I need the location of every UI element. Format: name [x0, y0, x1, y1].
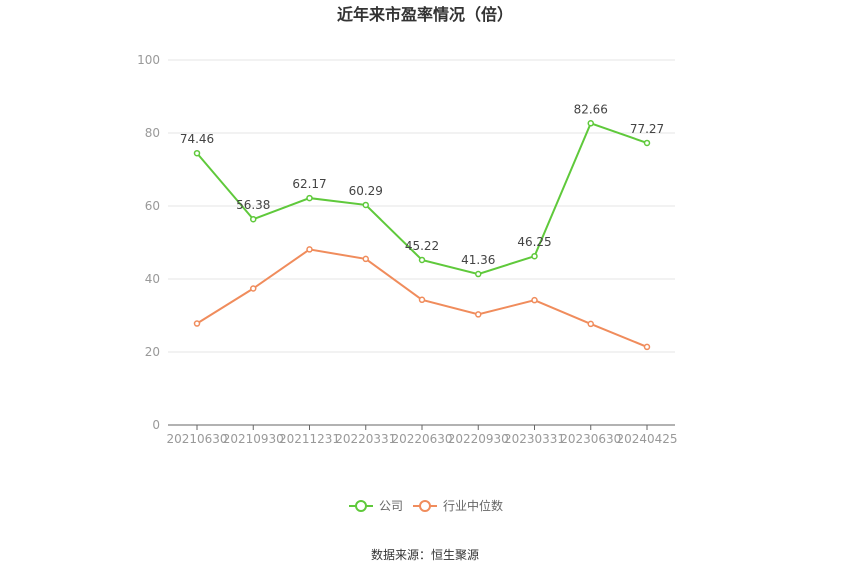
legend-item[interactable]: 公司: [349, 499, 403, 513]
data-point[interactable]: [362, 255, 369, 263]
data-point[interactable]: [418, 296, 426, 304]
data-label: 62.17: [292, 177, 326, 191]
legend-label: 行业中位数: [443, 498, 503, 513]
data-label: 74.46: [180, 132, 214, 146]
data-label: 56.38: [236, 198, 270, 212]
data-label: 45.22: [405, 239, 439, 253]
legend-item[interactable]: 行业中位数: [413, 498, 503, 513]
y-tick-label: 100: [137, 53, 160, 67]
y-tick-label: 60: [145, 199, 160, 213]
legend-label: 公司: [379, 499, 403, 513]
data-point[interactable]: [587, 120, 594, 127]
y-tick-label: 0: [152, 418, 160, 432]
x-tick-label: 20210930: [223, 432, 284, 446]
data-labels: 74.46 56.38 62.17 60.29 45.22 41.36 46.25 82.66…: [180, 102, 664, 267]
data-label: 60.29: [349, 184, 383, 198]
data-point[interactable]: [250, 215, 257, 223]
data-label: 77.27: [630, 122, 664, 136]
data-point[interactable]: [531, 252, 538, 260]
x-axis: 2021063020210930202112312022033120220630…: [166, 424, 678, 446]
y-tick-label: 20: [145, 345, 160, 359]
data-point[interactable]: [643, 343, 651, 351]
legend-marker: [355, 500, 367, 512]
x-tick-label: 20210630: [166, 432, 227, 446]
source-note: 数据来源：恒生聚源: [371, 547, 479, 562]
x-tick-label: 20220630: [391, 432, 452, 446]
series-layer: [193, 120, 651, 351]
y-tick-label: 40: [145, 272, 160, 286]
x-tick-label: 20240425: [616, 432, 677, 446]
data-point[interactable]: [531, 296, 538, 304]
legend[interactable]: 公司 行业中位数: [349, 498, 503, 513]
x-tick-label: 20230331: [504, 432, 565, 446]
data-point[interactable]: [475, 270, 482, 278]
data-label: 41.36: [461, 253, 495, 267]
x-tick-label: 20211231: [279, 432, 340, 446]
chart-title: 近年来市盈率情况（倍）: [337, 5, 513, 24]
data-point[interactable]: [250, 285, 257, 292]
data-point[interactable]: [362, 201, 369, 209]
data-point[interactable]: [587, 320, 594, 328]
data-point[interactable]: [193, 149, 201, 157]
data-point[interactable]: [475, 311, 482, 318]
x-tick-label: 20220331: [335, 432, 396, 446]
x-tick-label: 20220930: [448, 432, 509, 446]
y-tick-label: 80: [145, 126, 160, 140]
data-label: 82.66: [574, 102, 608, 116]
data-point[interactable]: [193, 320, 201, 327]
y-axis: 0 20 40 60 80 100: [137, 53, 160, 432]
data-point[interactable]: [643, 139, 651, 147]
legend-marker: [419, 500, 431, 512]
data-point[interactable]: [418, 256, 426, 264]
data-label: 46.25: [517, 235, 551, 249]
grid: [168, 59, 675, 353]
data-point[interactable]: [306, 246, 313, 253]
x-tick-label: 20230630: [560, 432, 621, 446]
data-point[interactable]: [306, 194, 313, 202]
